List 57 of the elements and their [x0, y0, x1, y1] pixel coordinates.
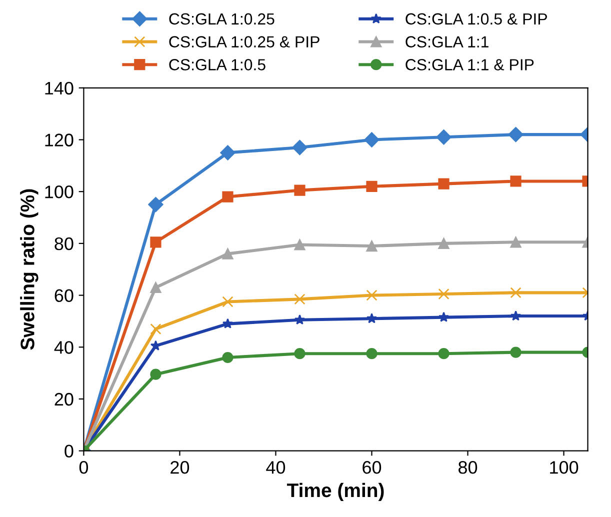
point — [294, 348, 306, 360]
x-tick-label: 40 — [266, 461, 286, 474]
point — [438, 238, 450, 249]
point — [510, 346, 522, 358]
legend-label: CS:GLA 1:0.5 & PIP — [406, 13, 547, 25]
point — [366, 240, 378, 252]
point — [222, 296, 234, 308]
point — [366, 348, 378, 360]
point — [222, 318, 234, 328]
y-tick-label: 40 — [54, 341, 74, 354]
x-axis-title: Time (min) — [286, 482, 384, 502]
x-tick-label: 60 — [362, 461, 382, 474]
point — [438, 288, 450, 300]
legend-label: CS:GLA 1:0.25 & PIP — [169, 36, 320, 48]
legend-label: CS:GLA 1:1 & PIP — [406, 59, 534, 70]
x-tick-label: 0 — [79, 461, 88, 474]
point — [150, 323, 162, 335]
point — [366, 180, 378, 192]
point — [510, 287, 522, 298]
y-tick-label: 80 — [54, 237, 74, 250]
legend-label: CS:GLA 1:0.25 — [169, 13, 274, 25]
point — [510, 236, 522, 248]
point — [294, 294, 306, 305]
point — [222, 191, 234, 202]
y-tick-label: 120 — [45, 134, 74, 146]
point — [150, 282, 162, 294]
point — [438, 312, 450, 322]
point — [150, 368, 162, 380]
point — [148, 196, 164, 212]
point — [222, 248, 234, 260]
point — [220, 145, 236, 160]
y-tick-label: 100 — [45, 186, 74, 198]
y-tick-label: 0 — [64, 444, 74, 458]
point — [438, 348, 450, 360]
x-tick-label: 100 — [550, 461, 578, 474]
point — [150, 236, 162, 248]
y-tick-label: 20 — [54, 392, 74, 406]
point — [366, 313, 378, 324]
point — [292, 140, 308, 156]
point — [438, 178, 450, 190]
x-tick-label: 80 — [458, 461, 478, 474]
y-axis-title: Swelling ratio (%) — [20, 189, 38, 350]
point — [510, 310, 522, 321]
point — [364, 132, 380, 148]
x-tick-label: 20 — [170, 461, 190, 474]
legend-label: CS:GLA 1:1 — [406, 36, 488, 48]
y-tick-label: 60 — [54, 289, 74, 302]
point — [508, 126, 524, 142]
point — [510, 176, 522, 187]
point — [294, 184, 306, 196]
point — [294, 239, 306, 250]
point — [366, 290, 378, 301]
legend-label: CS:GLA 1:0.5 — [169, 59, 266, 70]
y-tick-label: 140 — [45, 82, 74, 95]
point — [436, 130, 452, 145]
point — [222, 352, 234, 364]
point — [294, 314, 306, 325]
